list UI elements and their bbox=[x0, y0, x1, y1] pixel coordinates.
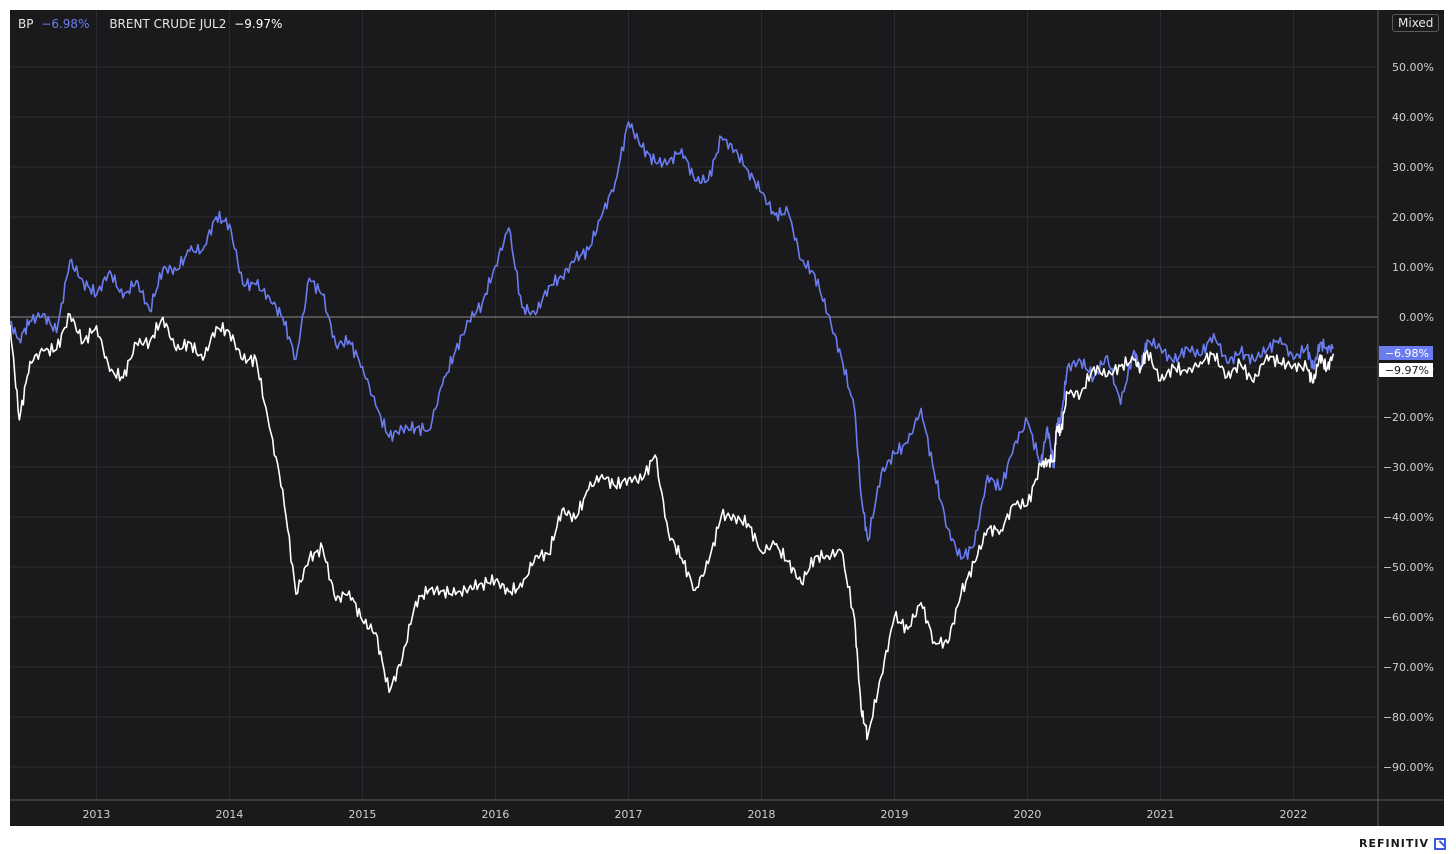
x-tick-label: 2019 bbox=[880, 808, 908, 821]
legend: BP −6.98% BRENT CRUDE JUL2 −9.97% bbox=[18, 17, 286, 31]
y-tick-label: −20.00% bbox=[1383, 411, 1434, 424]
chart-panel: 50.00%40.00%30.00%20.00%10.00%0.00%−10.0… bbox=[10, 10, 1444, 826]
brand-logo: REFINITIV bbox=[1359, 837, 1446, 850]
line-chart: 50.00%40.00%30.00%20.00%10.00%0.00%−10.0… bbox=[10, 10, 1444, 826]
legend-brent-label: BRENT CRUDE JUL2 bbox=[109, 17, 227, 31]
y-tick-label: −80.00% bbox=[1383, 711, 1434, 724]
x-axis-ticks: 2013 2014 2015 2016 2017 2018 2019 2020 2021 2022 bbox=[82, 808, 1307, 821]
series-line-brent bbox=[10, 312, 1335, 741]
legend-bp-value: −6.98% bbox=[41, 17, 90, 31]
y-tick-label: 10.00% bbox=[1392, 261, 1434, 274]
series-layer bbox=[10, 121, 1335, 741]
x-tick-label: 2018 bbox=[747, 808, 775, 821]
brand-name: REFINITIV bbox=[1359, 837, 1429, 850]
y-tick-label: −40.00% bbox=[1383, 511, 1434, 524]
x-tick-label: 2020 bbox=[1013, 808, 1041, 821]
scale-mode-button[interactable]: Mixed bbox=[1392, 14, 1440, 32]
x-tick-label: 2013 bbox=[82, 808, 110, 821]
last-value-tags: −6.98% −9.97% bbox=[1379, 346, 1433, 377]
legend-bp-label: BP bbox=[18, 17, 34, 31]
x-tick-label: 2022 bbox=[1279, 808, 1307, 821]
y-tick-label: −30.00% bbox=[1383, 461, 1434, 474]
y-axis-ticks: 50.00%40.00%30.00%20.00%10.00%0.00%−10.0… bbox=[1383, 61, 1434, 774]
grid bbox=[10, 10, 1378, 800]
y-tick-label: −70.00% bbox=[1383, 661, 1434, 674]
last-value-tag-brent: −9.97% bbox=[1385, 364, 1429, 377]
y-tick-label: 20.00% bbox=[1392, 211, 1434, 224]
y-tick-label: 0.00% bbox=[1399, 311, 1434, 324]
x-tick-label: 2016 bbox=[481, 808, 509, 821]
x-tick-label: 2021 bbox=[1146, 808, 1174, 821]
y-tick-label: −50.00% bbox=[1383, 561, 1434, 574]
y-tick-label: −60.00% bbox=[1383, 611, 1434, 624]
y-tick-label: −90.00% bbox=[1383, 761, 1434, 774]
series-line-bp bbox=[10, 121, 1335, 560]
last-value-tag-bg bbox=[1379, 346, 1433, 360]
y-tick-label: 30.00% bbox=[1392, 161, 1434, 174]
y-tick-label: 50.00% bbox=[1392, 61, 1434, 74]
refinitiv-icon bbox=[1434, 837, 1446, 850]
x-tick-label: 2015 bbox=[348, 808, 376, 821]
x-tick-label: 2014 bbox=[215, 808, 243, 821]
y-tick-label: 40.00% bbox=[1392, 111, 1434, 124]
last-value-tag-bp: −6.98% bbox=[1385, 347, 1429, 360]
x-tick-label: 2017 bbox=[614, 808, 642, 821]
last-value-tag-bg bbox=[1379, 363, 1433, 377]
legend-brent-value: −9.97% bbox=[234, 17, 283, 31]
